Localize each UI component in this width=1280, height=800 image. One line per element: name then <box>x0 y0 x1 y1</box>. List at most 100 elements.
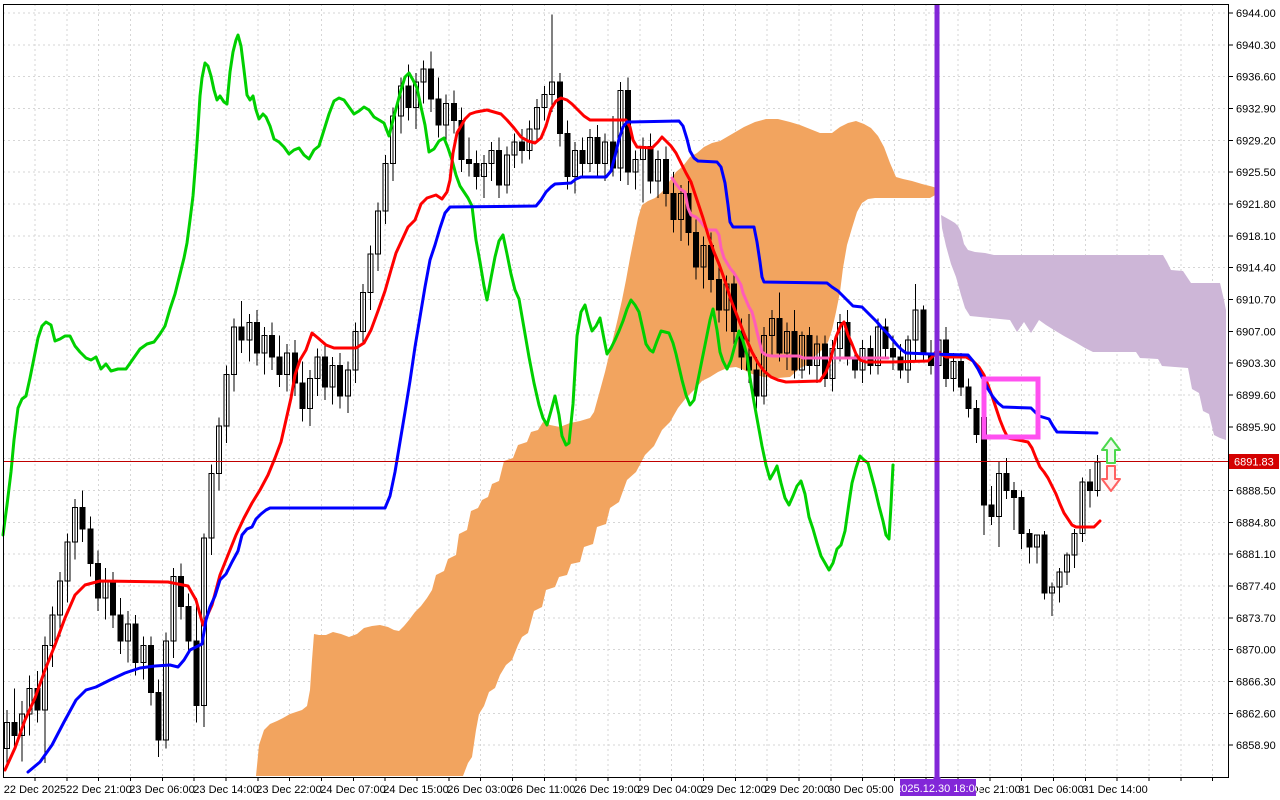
candle-bull <box>163 640 170 741</box>
signal-rectangle[interactable] <box>981 376 1041 440</box>
time-tick-label: 24 Dec 07:00 <box>320 784 385 796</box>
candle-bull <box>223 373 230 427</box>
candle-bull <box>503 154 510 186</box>
time-tick-label: 22 Dec 2025 <box>4 784 66 796</box>
candle-bear <box>1011 489 1018 498</box>
candle-bull <box>57 580 64 616</box>
candle-bear <box>465 158 472 165</box>
candle-bull <box>874 326 881 367</box>
price-tick-label: 6862.60 <box>1236 708 1276 720</box>
candle-bull <box>768 317 775 337</box>
candle-bull <box>541 94 548 109</box>
candle-bear <box>556 81 563 134</box>
candle-bear <box>662 158 669 195</box>
candle-bear <box>253 322 260 354</box>
candle-bull <box>49 614 56 646</box>
candle-bull <box>4 722 10 750</box>
time-tick-label: 23 Dec 22:00 <box>256 784 321 796</box>
candle-bull <box>481 163 488 177</box>
price-tick-label: 6918.10 <box>1236 231 1276 243</box>
candle-bear <box>276 356 283 375</box>
candle-bear <box>299 382 306 410</box>
candle-bull <box>488 150 495 165</box>
candle-bull <box>64 541 71 582</box>
price-tick-label: 6888.50 <box>1236 485 1276 497</box>
candle-bull <box>208 472 215 539</box>
price-tick-label: 6940.30 <box>1236 40 1276 52</box>
candle-bull <box>677 193 684 220</box>
kijun-sen-line <box>26 119 1099 774</box>
candle-bear <box>178 575 185 608</box>
candle-bear <box>435 98 442 126</box>
time-tick-label: 23 Dec 14:00 <box>193 784 258 796</box>
time-marker-badge <box>900 779 976 796</box>
price-tick-label: 6932.90 <box>1236 103 1276 115</box>
candle-bull <box>700 244 707 268</box>
price-tick-label: 6895.90 <box>1236 422 1276 434</box>
candle-bear <box>670 193 677 220</box>
candle-bear <box>988 504 995 517</box>
arrow-up-icon[interactable] <box>1101 437 1121 464</box>
candle-bull <box>549 81 556 96</box>
price-tick-label: 6866.30 <box>1236 676 1276 688</box>
time-tick-label: 30 Dec 05:00 <box>828 784 893 796</box>
candle-bear <box>647 145 654 182</box>
candle-bear <box>958 360 965 388</box>
candle-bear <box>1026 532 1033 548</box>
price-tick-label: 6929.20 <box>1236 135 1276 147</box>
candle-bear <box>594 137 601 165</box>
candle-bull <box>344 369 351 397</box>
candle-bull <box>1079 481 1086 534</box>
candle-bull <box>329 365 336 388</box>
candle-bear <box>920 309 927 354</box>
candle-bear <box>147 644 154 694</box>
candle-bear <box>753 369 760 397</box>
candle-bear <box>185 606 192 642</box>
candle-bear <box>1086 481 1093 491</box>
candle-bull <box>995 472 1002 517</box>
candle-bear <box>79 507 86 530</box>
price-tick-label: 6936.60 <box>1236 72 1276 84</box>
time-tick-label: 26 Dec 11:00 <box>511 784 576 796</box>
price-tick-label: 6858.90 <box>1236 740 1276 752</box>
candle-bear <box>693 231 700 268</box>
time-tick-label: 29 Dec 12:00 <box>701 784 766 796</box>
senkou-cloud-purple <box>941 215 1226 440</box>
price-tick-label: 6884.80 <box>1236 517 1276 529</box>
arrow-down-icon[interactable] <box>1101 465 1121 492</box>
price-tick-label: 6921.80 <box>1236 199 1276 211</box>
price-tick-label: 6870.00 <box>1236 645 1276 657</box>
candle-bear <box>428 68 435 100</box>
candle-bull <box>511 141 518 156</box>
candle-bull <box>1071 532 1078 556</box>
candle-bull <box>125 623 132 642</box>
candle-bull <box>367 253 374 294</box>
candle-bull <box>587 137 594 165</box>
candle-bull <box>783 330 790 354</box>
candle-bull <box>246 322 253 341</box>
candle-bear <box>821 343 828 380</box>
time-tick-label: 24 Dec 15:00 <box>383 784 448 796</box>
candle-bull <box>306 378 313 410</box>
candle-bull <box>140 644 147 664</box>
chikou-span-line <box>1 33 895 572</box>
candle-bear <box>269 335 276 358</box>
candle-bull <box>1064 554 1071 573</box>
candle-bull <box>571 150 578 177</box>
price-tick-label: 6873.70 <box>1236 613 1276 625</box>
candle-bear <box>806 335 813 367</box>
candle-bull <box>655 158 662 182</box>
plot-frame <box>3 4 1229 778</box>
candle-bear <box>776 317 783 354</box>
candle-bull <box>534 107 541 130</box>
candle-bull <box>950 360 957 380</box>
time-tick-label: 26 Dec 19:00 <box>574 784 639 796</box>
candle-bear <box>238 326 245 341</box>
candle-bull <box>632 158 639 173</box>
candle-bear <box>458 120 465 160</box>
candle-bear <box>1041 534 1048 594</box>
price-tick-label: 6944.00 <box>1236 8 1276 20</box>
candle-bear <box>965 386 972 410</box>
